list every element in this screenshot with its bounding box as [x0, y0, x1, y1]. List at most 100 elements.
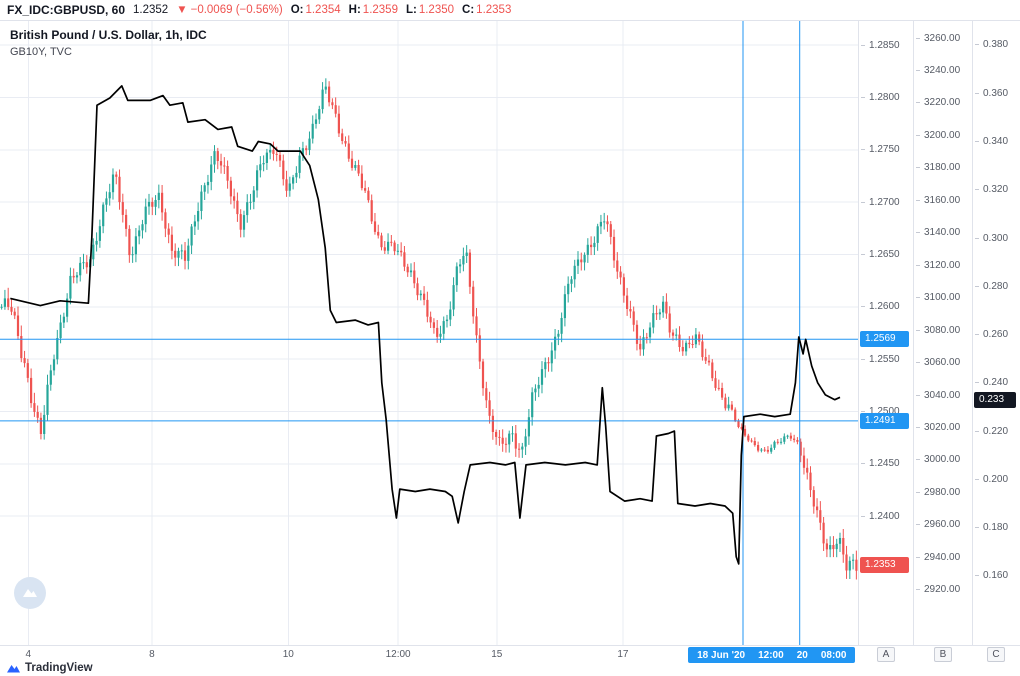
mountain-logo-icon [23, 589, 37, 597]
candle-body [3, 298, 6, 307]
candle-body [242, 215, 246, 230]
candle-body [26, 363, 29, 378]
candle-body [406, 266, 409, 273]
price-tick-label: 3000.00 [916, 453, 960, 467]
candle-body [717, 387, 720, 389]
candle-body [46, 384, 49, 415]
time-tick-label: 12:00 [385, 649, 411, 660]
price-tick-label: 3160.00 [916, 193, 960, 207]
candle-body [796, 440, 799, 442]
scale-a-button[interactable]: A [877, 647, 895, 662]
price-tick-label: 2980.00 [916, 485, 960, 499]
candle-body [763, 449, 766, 451]
price-scale-b[interactable]: 3260.00 3240.00 3220.00 3200.00 3180.00 3160.… [913, 21, 972, 664]
candle-body [524, 436, 527, 447]
candle-body [318, 109, 321, 120]
time-axis[interactable]: 4 8 10 12:00 15 17 18 Jun '20 12:00 20 08:00 [0, 645, 1020, 664]
candle-body [783, 436, 786, 442]
candle-body [36, 412, 39, 418]
price-scale-a[interactable]: 1.2850 1.2800 1.2750 1.2700 1.2650 1.2600 1.25… [858, 21, 913, 664]
candle-body [766, 449, 769, 452]
candle-body [341, 133, 344, 141]
candle-body [95, 240, 98, 245]
candle-body [183, 250, 187, 261]
candle-body [144, 206, 147, 225]
candle-body [387, 241, 390, 251]
price-tick-label: 1.2450 [861, 457, 900, 471]
candle-body [72, 275, 75, 278]
candle-body [491, 415, 494, 432]
candle-body [648, 327, 652, 338]
candle-body [308, 138, 311, 150]
price-tick-label: 0.300 [975, 231, 1008, 245]
candle-body [43, 414, 46, 434]
candle-body [508, 433, 511, 445]
price-chart-svg[interactable] [0, 21, 858, 645]
price-tick-label: 3200.00 [916, 128, 960, 142]
candle-body [537, 384, 540, 389]
candle-body [554, 336, 557, 351]
candle-body [334, 105, 337, 114]
main-series-title[interactable]: British Pound / U.S. Dollar, 1h, IDC [10, 28, 207, 42]
candle-body [580, 259, 583, 263]
candle-body [819, 510, 822, 523]
candle-body [190, 226, 193, 246]
price-tick-label: 3120.00 [916, 258, 960, 272]
candle-body [383, 247, 386, 251]
candle-body [442, 321, 445, 334]
candle-body [603, 221, 606, 223]
candle-body [740, 427, 743, 429]
price-tick-label: 0.260 [975, 328, 1008, 342]
candle-body [635, 324, 639, 344]
candle-body [328, 86, 331, 103]
candle-body [226, 166, 229, 181]
candle-body [691, 344, 694, 345]
candle-body [419, 293, 422, 296]
candle-body [501, 437, 504, 444]
candle-body [62, 316, 65, 323]
price-tick-label: 0.240 [975, 376, 1008, 390]
candle-body [432, 322, 435, 328]
candle-body [776, 441, 779, 443]
gb10y-line[interactable] [10, 85, 841, 565]
candle-body [269, 149, 272, 153]
candle-body [413, 270, 416, 284]
candle-body [252, 190, 255, 202]
price-tick-label: 0.280 [975, 279, 1008, 293]
candle-body [350, 158, 354, 168]
candle-body [626, 295, 629, 309]
overlay-series-title[interactable]: GB10Y, TVC [10, 46, 72, 58]
candle-body [180, 250, 183, 252]
time-tick-label: 8 [149, 649, 155, 660]
candle-body [760, 449, 763, 451]
candle-body [730, 404, 733, 410]
candle-body [855, 559, 858, 571]
candle-body [357, 165, 360, 174]
candle-body [13, 311, 16, 316]
price-scale-c[interactable]: 0.380 0.360 0.340 0.320 0.300 0.280 0.260 0.240… [972, 21, 1020, 664]
candle-body [141, 224, 144, 231]
time-range-label: 20 [796, 649, 808, 661]
candle-body [557, 333, 560, 337]
chart-plot-area[interactable]: British Pound / U.S. Dollar, 1h, IDC GB1… [0, 21, 858, 645]
candle-body [786, 435, 789, 437]
scale-b-button[interactable]: B [934, 647, 952, 662]
tradingview-attribution[interactable]: TradingView [6, 660, 93, 675]
candle-body [757, 445, 760, 451]
candle-body [75, 275, 79, 278]
price-tick-label: 3060.00 [916, 356, 960, 370]
candle-body [249, 201, 252, 203]
candle-body [396, 250, 399, 252]
candle-body [534, 388, 537, 393]
scale-c-button[interactable]: C [987, 647, 1005, 662]
candle-body [468, 252, 471, 287]
candle-body [69, 275, 72, 299]
candle-body [170, 234, 173, 251]
symbol-title[interactable]: FX_IDC:GBPUSD, 60 [7, 3, 126, 17]
candle-body [616, 260, 619, 272]
symbol-info-bar: FX_IDC:GBPUSD, 60 1.2352 ▼ −0.0069 (−0.5… [0, 0, 1020, 21]
candle-body [622, 277, 625, 296]
candle-body [187, 245, 190, 261]
candle-body [662, 301, 665, 313]
candle-body [504, 443, 508, 445]
